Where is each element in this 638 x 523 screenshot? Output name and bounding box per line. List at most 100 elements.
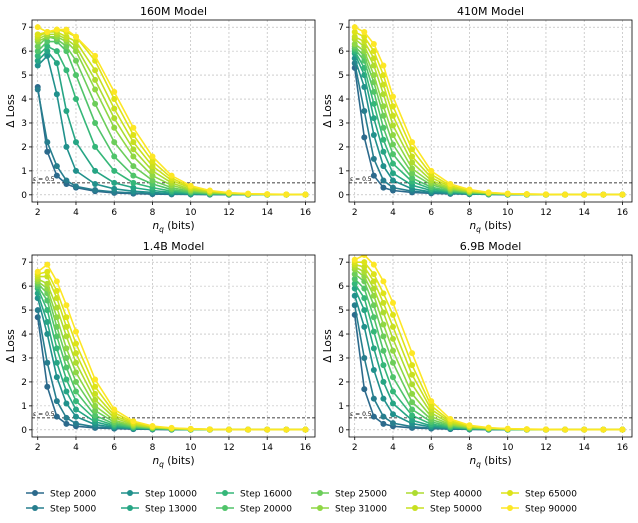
y-tick-label: 5 <box>338 71 344 81</box>
data-point <box>389 335 396 342</box>
x-tick-label: 2 <box>352 443 358 453</box>
data-point <box>44 48 51 55</box>
data-point <box>466 422 473 429</box>
x-tick-label: 10 <box>185 208 197 218</box>
data-point <box>370 172 377 179</box>
series-group <box>34 24 309 198</box>
data-point <box>225 189 232 196</box>
data-point <box>72 413 79 420</box>
data-point <box>63 33 70 40</box>
data-point <box>380 395 387 402</box>
y-tick-label: 3 <box>21 119 27 129</box>
data-point <box>302 426 309 433</box>
x-tick-label: 12 <box>223 443 234 453</box>
data-point <box>92 412 99 419</box>
data-point <box>542 426 549 433</box>
data-point <box>245 426 252 433</box>
data-point <box>72 406 79 413</box>
data-point <box>34 86 41 93</box>
data-point <box>34 52 41 59</box>
panel-title: 410M Model <box>457 5 524 18</box>
data-point <box>72 139 79 146</box>
legend-label: Step 10000 <box>145 490 197 500</box>
data-point <box>619 191 626 198</box>
data-point <box>361 386 368 393</box>
data-point <box>111 88 118 95</box>
data-point <box>92 100 99 107</box>
x-tick-label: 12 <box>540 208 551 218</box>
data-point <box>44 280 51 287</box>
data-point <box>130 179 137 186</box>
data-point <box>92 402 99 409</box>
data-point <box>53 333 60 340</box>
data-point <box>92 396 99 403</box>
x-tick-label: 12 <box>223 208 234 218</box>
data-point <box>149 422 156 429</box>
data-point <box>351 24 358 31</box>
data-point <box>361 255 368 258</box>
x-tick-label: 6 <box>111 208 117 218</box>
data-point <box>111 153 118 160</box>
x-tick-label: 4 <box>73 208 79 218</box>
y-tick-label: 0 <box>21 426 27 436</box>
data-point <box>72 72 79 79</box>
data-point <box>428 398 435 405</box>
data-point <box>34 57 41 64</box>
legend-item: Step 5000 <box>26 505 97 515</box>
data-point <box>466 186 473 193</box>
legend-marker <box>222 505 228 511</box>
x-axis-label: nq (bits) <box>469 455 511 469</box>
data-point <box>44 52 51 59</box>
data-point <box>380 184 387 191</box>
x-tick-label: 2 <box>35 208 41 218</box>
data-point <box>380 103 387 110</box>
data-point <box>380 136 387 143</box>
data-point <box>409 371 416 378</box>
data-point <box>53 26 60 33</box>
data-point <box>409 412 416 419</box>
y-tick-label: 2 <box>21 143 27 153</box>
data-point <box>351 275 358 282</box>
data-point <box>53 304 60 311</box>
x-tick-label: 4 <box>390 443 396 453</box>
data-point <box>72 38 79 45</box>
data-point <box>380 81 387 88</box>
data-point <box>361 259 368 266</box>
legend-item: Step 31000 <box>311 505 387 515</box>
data-point <box>370 278 377 285</box>
data-point <box>245 190 252 197</box>
data-point <box>361 295 368 302</box>
y-tick-label: 2 <box>338 143 344 153</box>
data-point <box>562 426 569 433</box>
series-group <box>351 255 626 433</box>
x-label-base: n <box>152 455 159 467</box>
data-point <box>44 319 51 326</box>
x-label-sub: q <box>159 225 164 234</box>
data-point <box>187 425 194 432</box>
data-point <box>149 163 156 170</box>
y-tick-label: 6 <box>21 47 27 57</box>
y-axis-label: Δ Loss <box>5 94 17 128</box>
data-point <box>53 163 60 170</box>
data-point <box>72 369 79 376</box>
data-point <box>619 426 626 433</box>
y-tick-label: 4 <box>21 330 27 340</box>
legend-item: Step 50000 <box>406 505 482 515</box>
legend-marker <box>127 490 133 496</box>
x-tick-label: 8 <box>150 443 156 453</box>
data-point <box>264 191 271 198</box>
data-point <box>72 340 79 347</box>
y-tick-label: 5 <box>338 306 344 316</box>
data-point <box>380 378 387 385</box>
data-point <box>302 191 309 198</box>
data-point <box>92 181 99 188</box>
legend-marker <box>412 505 418 511</box>
legend-marker <box>317 490 323 496</box>
data-point <box>389 112 396 119</box>
data-point <box>111 406 118 413</box>
data-point <box>361 33 368 40</box>
legend-item: Step 40000 <box>406 490 482 500</box>
